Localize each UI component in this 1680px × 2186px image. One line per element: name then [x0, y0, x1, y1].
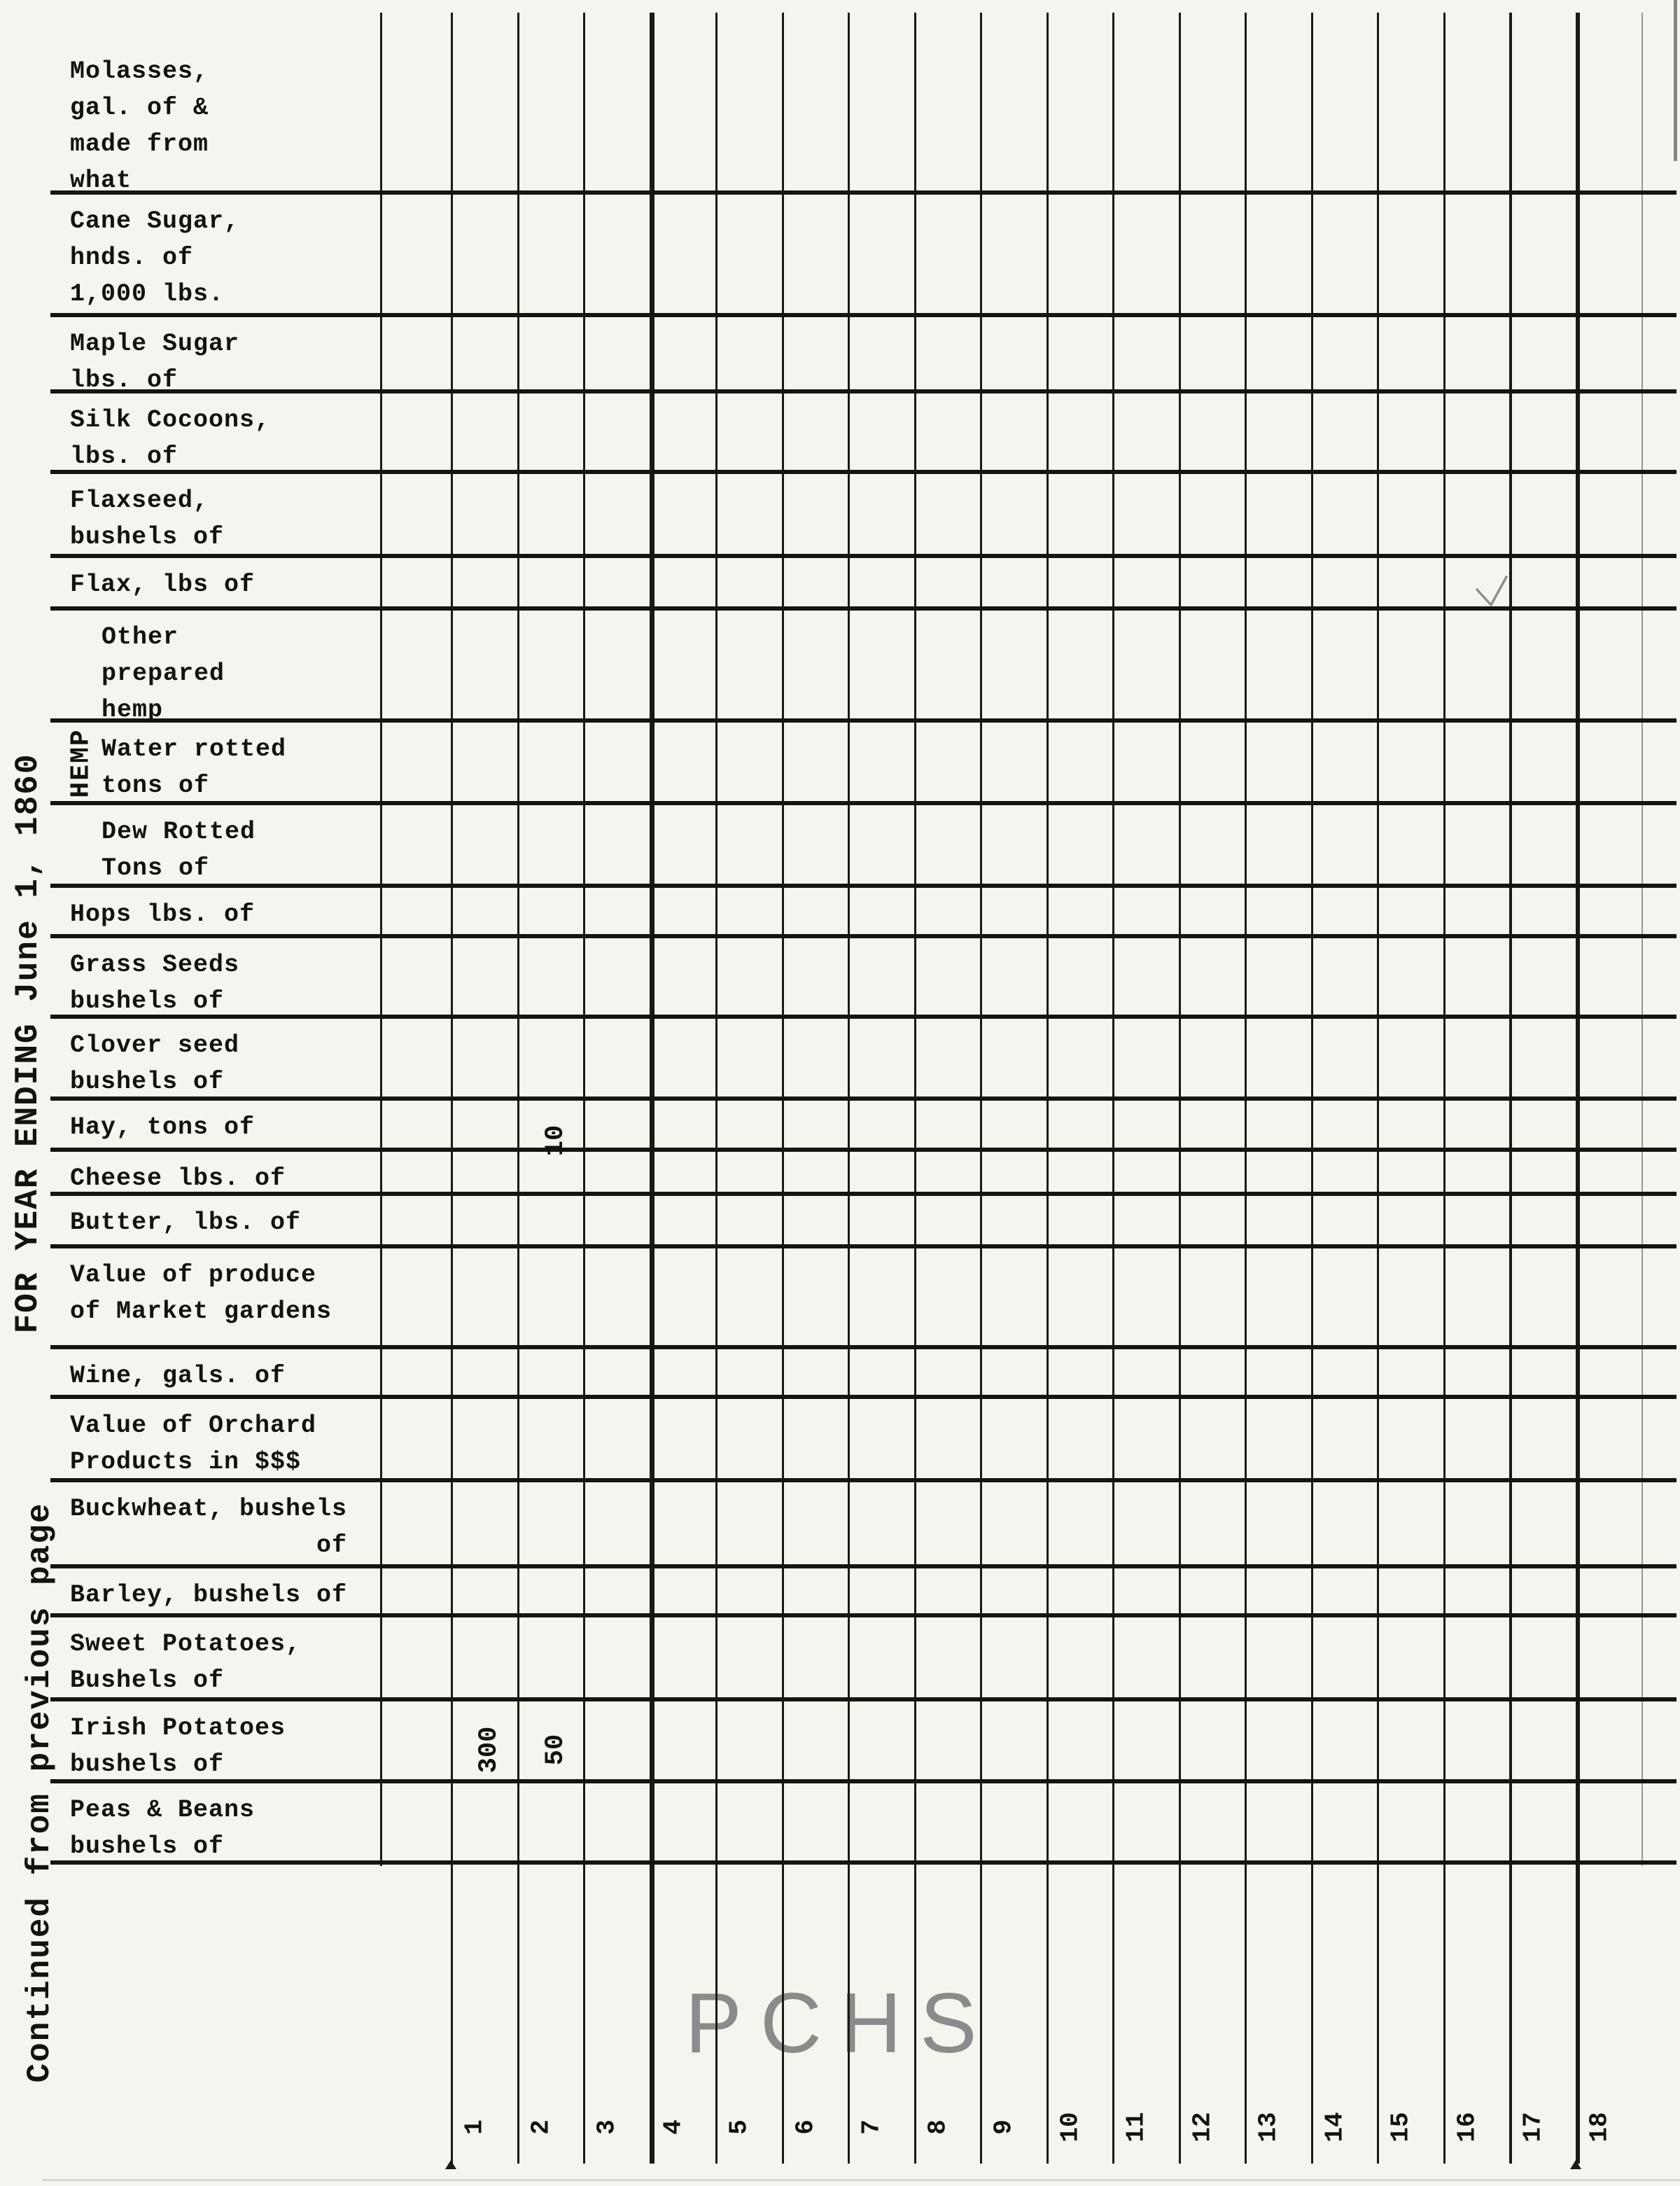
row-label: Flax, lbs of [70, 571, 255, 599]
row-label: Wine, gals. of [70, 1362, 286, 1390]
grid-vertical-line [1112, 13, 1114, 2164]
row-label: Irish Potatoes bushels of [70, 1714, 286, 1778]
table-row: Other prepared hemp [50, 611, 1676, 724]
grid-vertical-line [1575, 13, 1580, 2164]
table-row: Clover seed bushels of [50, 1019, 1676, 1101]
row-label: Other prepared hemp [102, 623, 225, 724]
grid-vertical-line [913, 13, 916, 2164]
row-label: Flaxseed, bushels of [70, 487, 225, 551]
table-row: Cheese lbs. of [50, 1152, 1676, 1196]
row-label: Hops lbs. of [70, 900, 255, 928]
grid-vertical-line [649, 13, 654, 2164]
grid-vertical-line [1310, 13, 1313, 2164]
scan-edge-artifact [1674, 0, 1677, 161]
row-label: Silk Cocoons, lbs. of [70, 406, 271, 471]
table-row: Value of Orchard Products in $$$ [50, 1399, 1676, 1482]
grid-vertical-line [1178, 13, 1181, 2164]
table-row: Peas & Beans bushels of [50, 1783, 1676, 1865]
column-number: 6 [791, 2119, 820, 2135]
side-note-year-ending: FOR YEAR ENDING June 1, 1860 [10, 753, 46, 1334]
cell-value: 300 [475, 1726, 505, 1773]
pencil-check-mark [1476, 576, 1508, 606]
grid-vertical-line [1046, 13, 1049, 2164]
row-label: Sweet Potatoes, Bushels of [70, 1630, 302, 1694]
grid-vertical-line [848, 13, 850, 2164]
grid-vertical-line [1377, 13, 1379, 2164]
arrowhead-mark [1569, 2160, 1581, 2169]
grid-vertical-line [781, 13, 784, 2164]
table-row: Hops lbs. of [50, 888, 1676, 938]
table-row: Silk Cocoons, lbs. of [50, 394, 1676, 474]
column-number: 17 [1518, 2112, 1548, 2143]
grid-vertical-line [715, 13, 718, 2164]
column-number: 7 [857, 2119, 886, 2135]
cell-value: 50 [540, 1734, 570, 1765]
table-row: Hay, tons of [50, 1101, 1676, 1152]
table-row: Maple Sugar lbs. of [50, 317, 1676, 394]
side-note-continued: Continued from previous page [22, 1502, 58, 2083]
column-number: 9 [989, 2119, 1018, 2135]
table-row: Dew Rotted Tons of [50, 805, 1676, 888]
column-number: 10 [1056, 2112, 1084, 2143]
column-number: 3 [592, 2119, 622, 2135]
row-label: Cane Sugar, hnds. of 1,000 lbs. [70, 207, 240, 308]
row-label: Barley, bushels of [70, 1581, 348, 1609]
row-label: Grass Seeds bushels of [70, 951, 240, 1015]
table-row: Barley, bushels of [50, 1568, 1676, 1617]
row-label: Cheese lbs. of [70, 1164, 286, 1192]
row-label: Value of produce of Market gardens [70, 1261, 332, 1325]
column-number: 8 [923, 2119, 952, 2135]
table-row: Flax, lbs of [50, 558, 1676, 611]
row-label: Value of Orchard Products in $$$ [70, 1412, 317, 1476]
column-number: 18 [1585, 2112, 1614, 2143]
table-row: Irish Potatoes bushels of [50, 1701, 1676, 1783]
grid-vertical-line [1642, 13, 1643, 1866]
table-row: Buckwheat, bushels of [50, 1482, 1676, 1568]
column-number: 16 [1452, 2112, 1481, 2143]
grid-vertical-line [583, 13, 585, 2164]
grid-vertical-line [1509, 13, 1512, 2164]
table-row: Butter, lbs. of [50, 1196, 1676, 1248]
table-row: Cane Sugar, hnds. of 1,000 lbs. [50, 195, 1676, 317]
column-number: 5 [724, 2119, 754, 2135]
column-number: 13 [1254, 2112, 1283, 2143]
row-label: Peas & Beans bushels of [70, 1796, 255, 1860]
row-label: Hay, tons of [70, 1113, 255, 1141]
grid-vertical-line [1443, 13, 1446, 2164]
table-row: Wine, gals. of [50, 1349, 1676, 1399]
row-label: Molasses, gal. of & made from what [70, 57, 209, 195]
arrowhead-mark [445, 2160, 456, 2169]
table-row: Value of produce of Market gardens [50, 1248, 1676, 1349]
column-number: 14 [1320, 2112, 1349, 2143]
grid-vertical-line [1245, 13, 1247, 2164]
column-number: 1 [460, 2119, 489, 2135]
row-label: Butter, lbs. of [70, 1209, 302, 1237]
paper-bottom-edge [42, 2179, 1680, 2181]
column-number: 11 [1121, 2112, 1151, 2143]
column-number: 4 [659, 2119, 687, 2135]
pchs-watermark: PCHS [685, 1975, 995, 2070]
table-row: Grass Seeds bushels of [50, 938, 1676, 1019]
grid-vertical-line [517, 13, 519, 2164]
table-row: Molasses, gal. of & made from what [50, 13, 1676, 195]
grid-vertical-line [980, 13, 982, 2164]
row-label: Water rotted tons of [102, 735, 287, 800]
row-label: Dew Rotted Tons of [102, 818, 256, 882]
grid-vertical-line [451, 13, 453, 2164]
cell-value: 10 [540, 1125, 570, 1156]
column-number: 12 [1188, 2112, 1217, 2143]
row-label: Maple Sugar lbs. of [70, 330, 240, 394]
column-number: 15 [1386, 2112, 1415, 2143]
column-number: 2 [526, 2119, 555, 2135]
label-edge-line [380, 13, 382, 1866]
table-row: Flaxseed, bushels of [50, 474, 1676, 558]
hemp-group-label: HEMP [66, 728, 97, 798]
table-row: Sweet Potatoes, Bushels of [50, 1617, 1676, 1701]
row-label: Clover seed bushels of [70, 1031, 240, 1096]
table-row: Water rotted tons of [50, 723, 1676, 805]
row-label: Buckwheat, bushels of [70, 1495, 348, 1559]
